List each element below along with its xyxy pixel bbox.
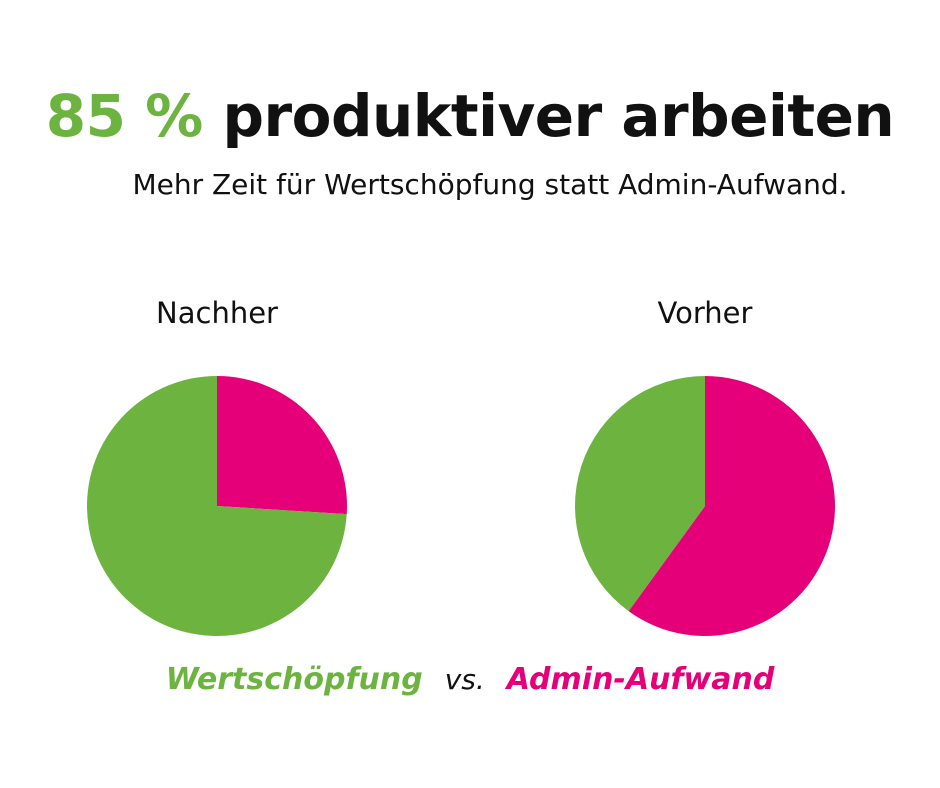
legend-admin: Admin-Aufwand: [506, 662, 775, 697]
subtitle: Mehr Zeit für Wertschöpfung statt Admin-…: [132, 168, 848, 201]
legend-separator: vs.: [444, 663, 485, 696]
pie-chart-nachher: [86, 376, 347, 636]
pie-title-vorher: Vorher: [657, 296, 753, 330]
pie-slice-wertsch-pfung: [575, 376, 705, 612]
pie-slice-wertsch-pfung: [86, 376, 347, 636]
title-rest: produktiver arbeiten: [222, 82, 895, 150]
pie-chart-vorher: [575, 376, 835, 636]
legend: Wertschöpfung vs. Admin-Aufwand: [0, 662, 940, 697]
pie-title-nachher: Nachher: [156, 296, 278, 330]
page-title: 85 % produktiver arbeiten: [0, 82, 940, 150]
legend-wertschoepfung: Wertschöpfung: [165, 662, 423, 697]
title-highlight: 85 %: [45, 82, 204, 150]
pie-slice-admin-aufwand: [628, 376, 835, 636]
pie-slice-admin-aufwand: [217, 376, 347, 515]
